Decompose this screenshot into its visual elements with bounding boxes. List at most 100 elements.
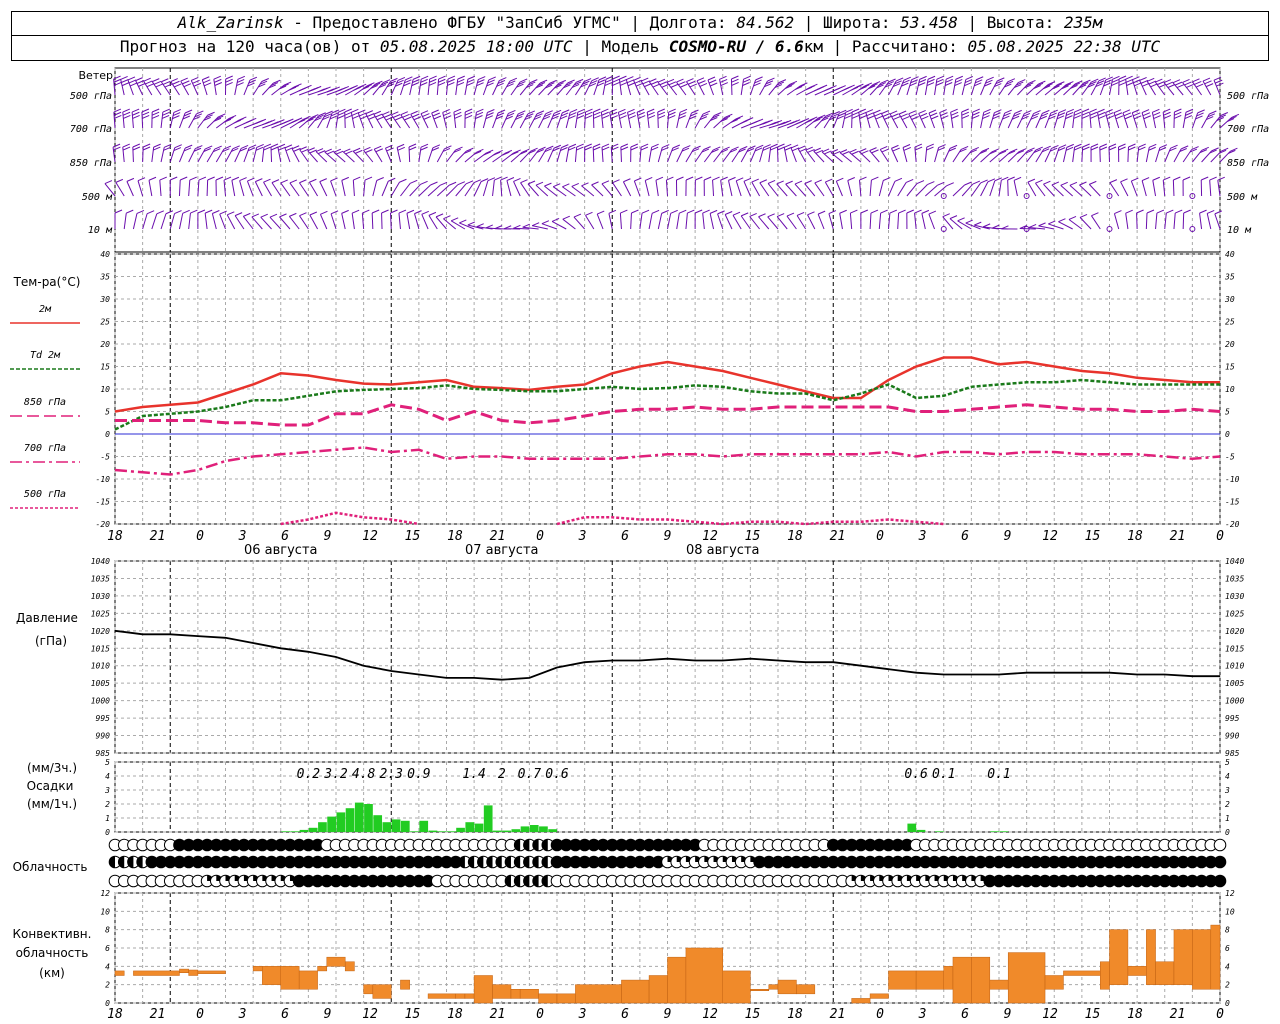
wind-level-label-left: 500 м [82,192,113,203]
wind-barb-feather [807,148,815,153]
wind-barb-staff [239,180,245,197]
temp-tick-right: 0 [1225,430,1230,439]
wind-barb-feather [386,147,394,152]
wind-barb-staff [113,112,116,129]
wind-barb-feather [202,76,210,81]
wind-barb-feather [141,108,150,113]
wind-barb-feather [126,177,135,182]
wind-barb-feather [531,222,540,227]
wind-barb-feather [605,75,614,80]
wind-barb-feather [561,144,569,149]
wind-barb-feather [823,115,831,120]
wind-barb-staff [178,213,184,230]
wind-barb-staff [482,112,488,129]
wind-barb-feather [668,111,676,116]
wind-barb-staff [408,146,411,163]
wind-title: Ветер [79,69,113,82]
wind-barb-feather [641,77,649,82]
wind-barb-feather [447,78,455,83]
wind-barb-feather [352,147,361,152]
temp-time-label: 21 [830,529,846,544]
wind-barb-staff [1026,113,1034,129]
cloud-half [118,856,125,868]
wind-barb-feather [114,209,123,214]
wind-barb-feather [992,115,1000,120]
wind-barb-staff [151,147,155,163]
convective-bar [464,993,475,999]
wind-barb-feather [691,109,699,114]
precip-total-label: 0.6 [545,767,569,782]
wind-barb-staff [1062,112,1068,129]
wind-barb-feather [391,111,399,116]
wind-barb-feather [156,210,164,215]
wind-barb-feather [1216,117,1224,121]
precip-bar [354,802,364,832]
wind-barb-staff [573,216,585,230]
wind-barb-feather [492,151,501,156]
wind-barb-feather [504,149,513,154]
wind-barb-feather [633,76,641,81]
pres-tick-left: 1030 [91,592,110,601]
wind-barb-feather [375,113,383,118]
wind-barb-feather [593,146,601,151]
wind-barb-feather [143,77,151,82]
cloud-title: Облачность [13,860,88,874]
precip-tick-right: 0 [1225,828,1230,837]
wind-barb-feather [1099,146,1108,151]
pres-tick-left: 1040 [91,557,110,566]
wind-barb-feather [289,179,298,184]
wind-barb-feather [362,209,370,214]
wind-barb-feather [341,209,349,214]
wind-barb-feather [982,223,991,228]
wind-barb-feather [778,79,787,84]
wind-barb-staff [1202,80,1212,96]
wind-barb-feather [776,213,785,218]
wind-barb-feather [247,147,256,152]
wind-barb-feather [612,75,620,80]
precip-title: Осадки [27,779,74,793]
wind-barb-feather [1049,147,1058,152]
wind-barb-feather [733,117,741,122]
wind-barb-staff [878,213,882,230]
wind-barb-feather [678,81,686,86]
wind-barb-feather [997,77,1005,82]
precip-bar [391,819,401,832]
precip-bar [520,826,530,832]
wind-barb-feather [836,177,844,182]
wind-barb-feather [212,210,220,214]
wind-barb-feather [322,116,330,121]
altitude-value: 235м [1063,13,1103,32]
wind-barb-feather [883,177,891,181]
wind-barb-feather [731,81,739,86]
wind-barb-staff [804,183,816,197]
wind-barb-feather [971,147,979,151]
cloud-half [495,856,502,868]
wind-barb-staff [709,213,715,230]
wind-barb-feather [195,145,203,150]
wind-barb-feather [1058,109,1067,114]
wind-barb-feather [698,80,706,85]
wind-barb-feather [1170,144,1178,149]
wind-barb-feather [1186,83,1194,88]
conv-time-label: 15 [1085,1007,1101,1022]
wind-barb-feather [707,76,716,81]
cloud-half [109,856,115,868]
wind-barb-feather [1079,181,1087,186]
temp-series-t700 [114,446,1221,476]
wind-barb-feather [513,177,521,182]
wind-barb-feather [935,82,944,86]
precip-total-label: 0.1 [987,767,1010,782]
wind-barb-feather [1025,149,1033,154]
wind-barb-feather [227,211,235,216]
wind-barb-feather [1058,218,1066,223]
wind-barb-feather [397,146,405,151]
wind-barb-feather [861,150,869,155]
wind-barb-feather [767,77,775,82]
wind-barb-staff [749,79,757,96]
wind-barb-feather [717,210,725,215]
wind-barb-feather [478,76,486,80]
wind-barb-feather [946,182,954,187]
wind-barb-staff [872,112,880,129]
wind-barb-staff [280,182,291,197]
wind-barb-feather [961,111,969,116]
